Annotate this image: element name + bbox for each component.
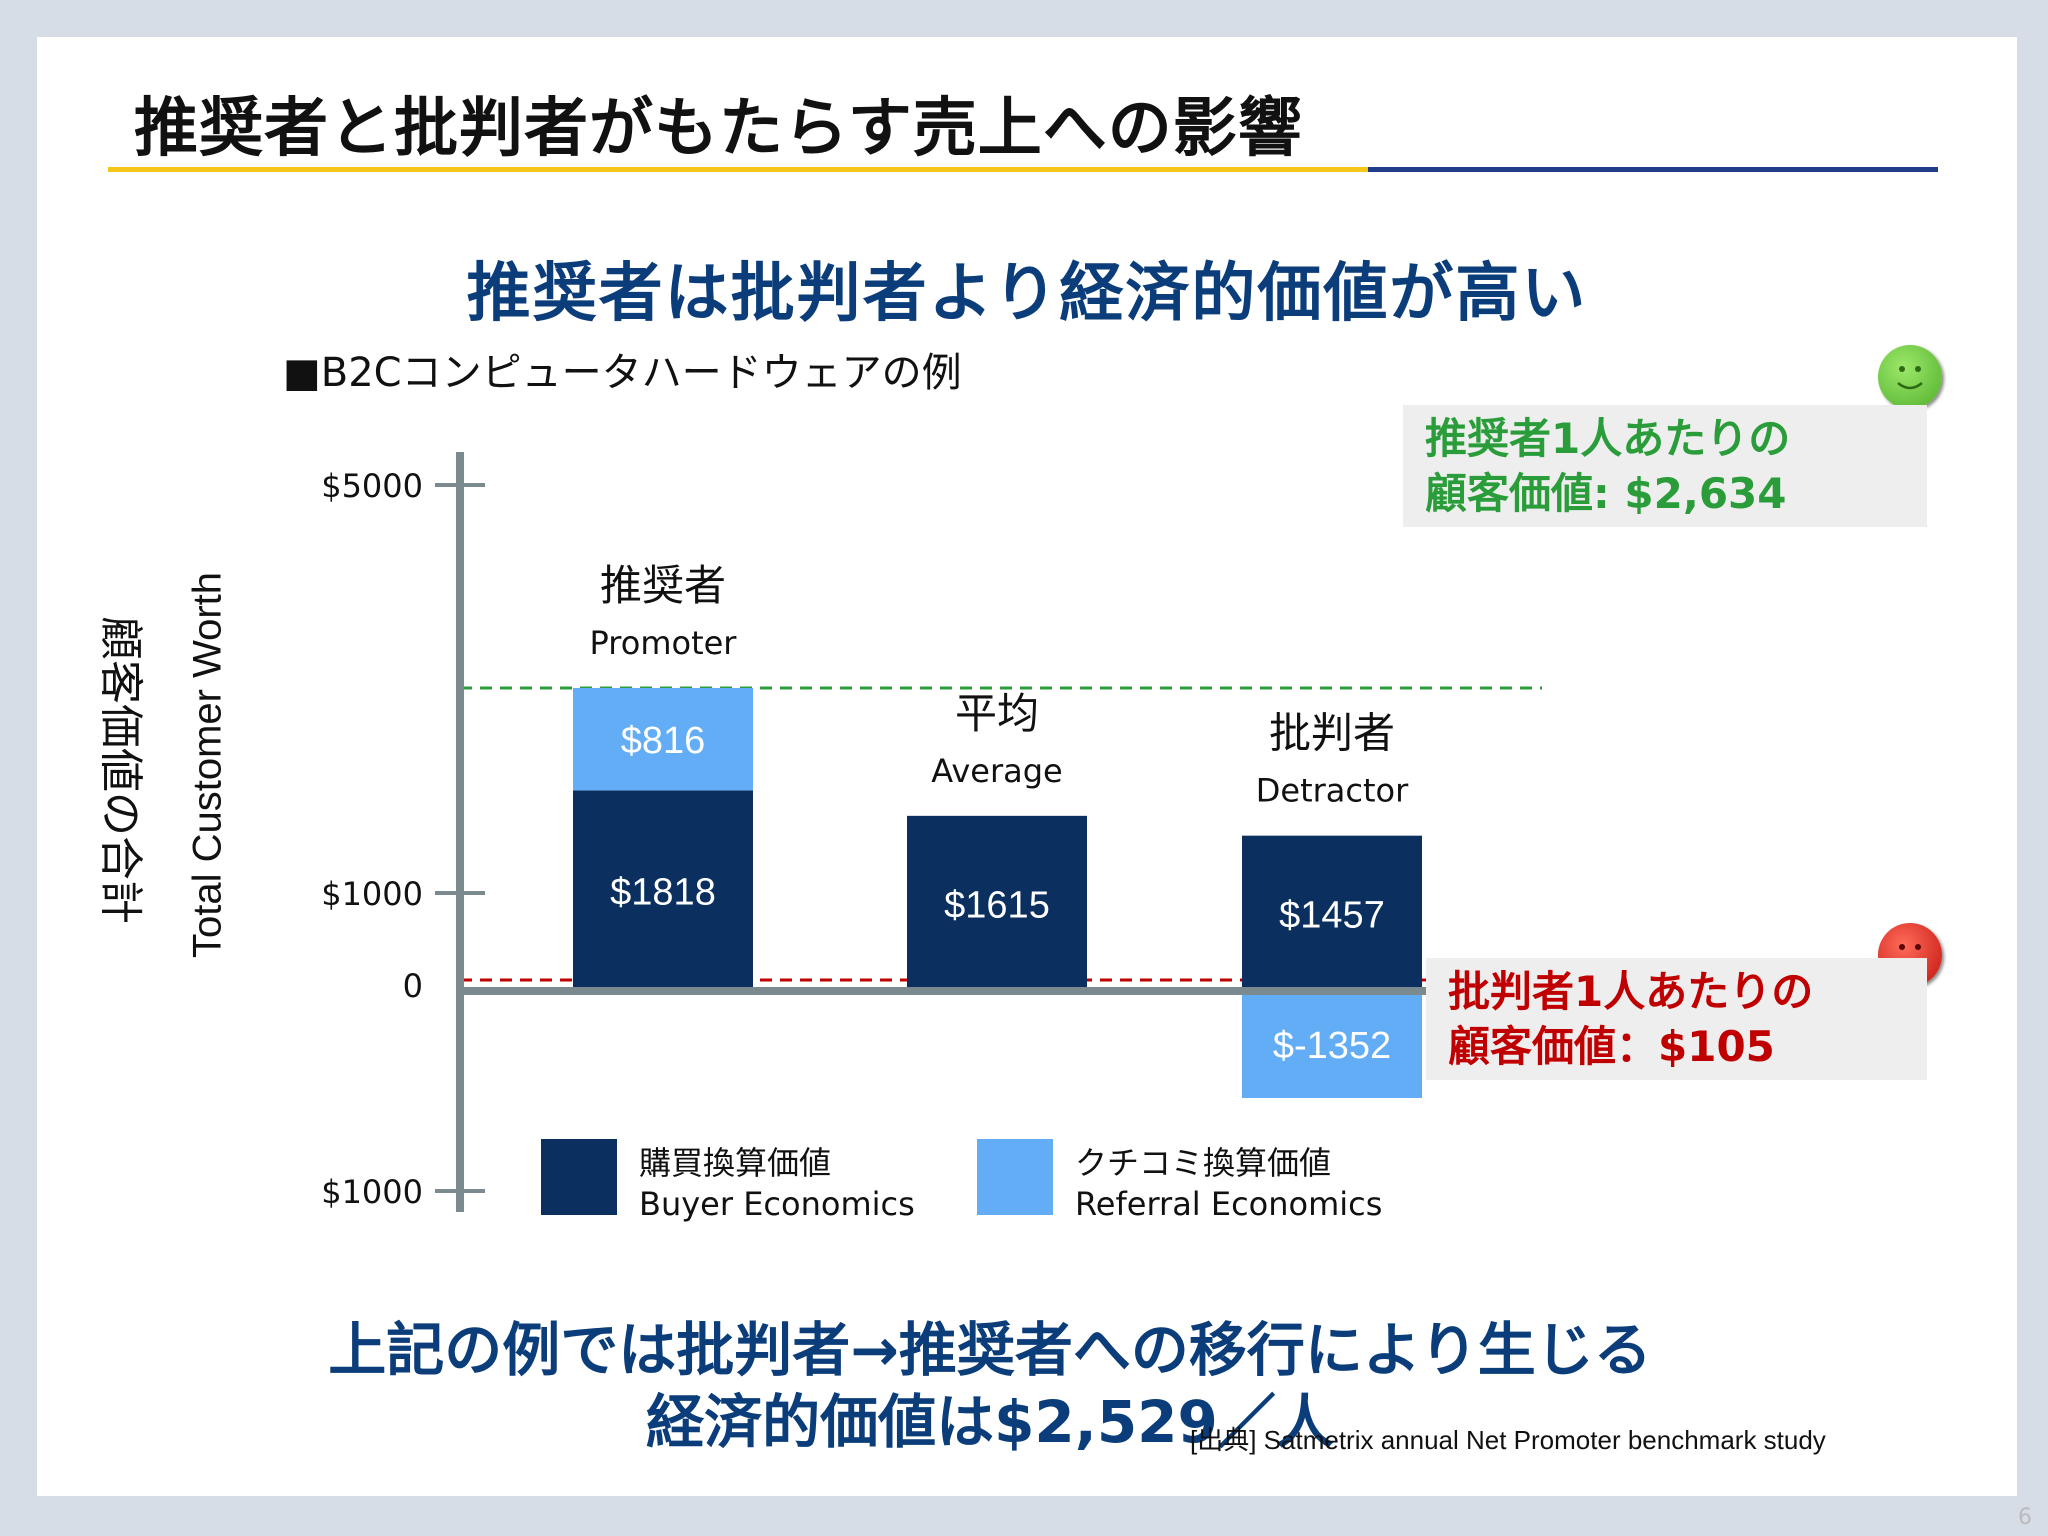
promoter-value-callout: 推奨者1人あたりの 顧客価値: $2,634 [1403, 405, 1927, 527]
category-label-en: Promoter [590, 624, 738, 662]
conclusion-line2: 経済的価値は$2,529／人 [646, 1388, 1334, 1456]
bar-referral-detractor [1242, 991, 1422, 1098]
bar-referral-promoter [573, 688, 753, 791]
bar-value-label: $1615 [944, 884, 1050, 926]
source-citation: [出典] Satmetrix annual Net Promoter bench… [1190, 1425, 1826, 1455]
bar-value-label: $1457 [1279, 894, 1385, 936]
slide-subtitle: 推奨者は批判者より経済的価値が高い [466, 257, 1588, 331]
legend-label-jp: クチコミ換算価値 [1075, 1144, 1331, 1182]
bar-buyer-promoter [573, 790, 753, 991]
category-label-jp: 推奨者 [600, 561, 726, 610]
promoter-callout-line1: 推奨者1人あたりの [1425, 414, 1791, 463]
bar-value-label: $-1352 [1273, 1025, 1391, 1067]
legend-swatch-buyer [541, 1139, 617, 1215]
bar-value-label: $1818 [610, 872, 716, 914]
detractor-value-callout: 批判者1人あたりの 顧客価値：$105 [1426, 958, 1927, 1080]
category-label-en: Detractor [1256, 772, 1409, 810]
legend-label-en: Buyer Economics [639, 1185, 915, 1223]
detractor-callout-line1: 批判者1人あたりの [1448, 967, 1814, 1016]
slide: 推奨者と批判者がもたらす売上への影響 推奨者は批判者より経済的価値が高い [37, 37, 2017, 1496]
legend-label-en: Referral Economics [1075, 1185, 1382, 1223]
page-number: 6 [2018, 1505, 2032, 1530]
conclusion-line1: 上記の例では批判者→推奨者への移行により生じる [328, 1316, 1652, 1384]
legend-swatch-referral [977, 1139, 1053, 1215]
title-underline-yellow [108, 167, 1368, 172]
example-label: ■B2Cコンピュータハードウェアの例 [283, 350, 962, 396]
bar-buyer-average [907, 815, 1087, 991]
category-label-en: Average [931, 752, 1062, 790]
y-tick-label: $5000 [321, 467, 423, 505]
smiley-face-icon [1878, 345, 1942, 409]
page-title: 推奨者と批判者がもたらす売上への影響 [134, 92, 1303, 166]
y-tick-label: $1000 [321, 875, 423, 913]
bar-value-label: $816 [621, 720, 706, 762]
category-label-jp: 批判者 [1269, 709, 1395, 758]
promoter-callout-line2: 顧客価値: $2,634 [1425, 469, 1787, 518]
bar-buyer-detractor [1242, 835, 1422, 991]
y-tick-label: $1000 [321, 1173, 423, 1211]
legend-label-jp: 購買換算価値 [639, 1144, 831, 1182]
conclusion-text: 上記の例では批判者→推奨者への移行により生じる 経済的価値は$2,529／人 [0, 1314, 1980, 1458]
detractor-callout-line2: 顧客価値：$105 [1448, 1022, 1775, 1071]
y-tick-label: 0 [403, 967, 423, 1005]
title-underline-blue [1368, 167, 1938, 172]
category-label-jp: 平均 [955, 689, 1039, 738]
